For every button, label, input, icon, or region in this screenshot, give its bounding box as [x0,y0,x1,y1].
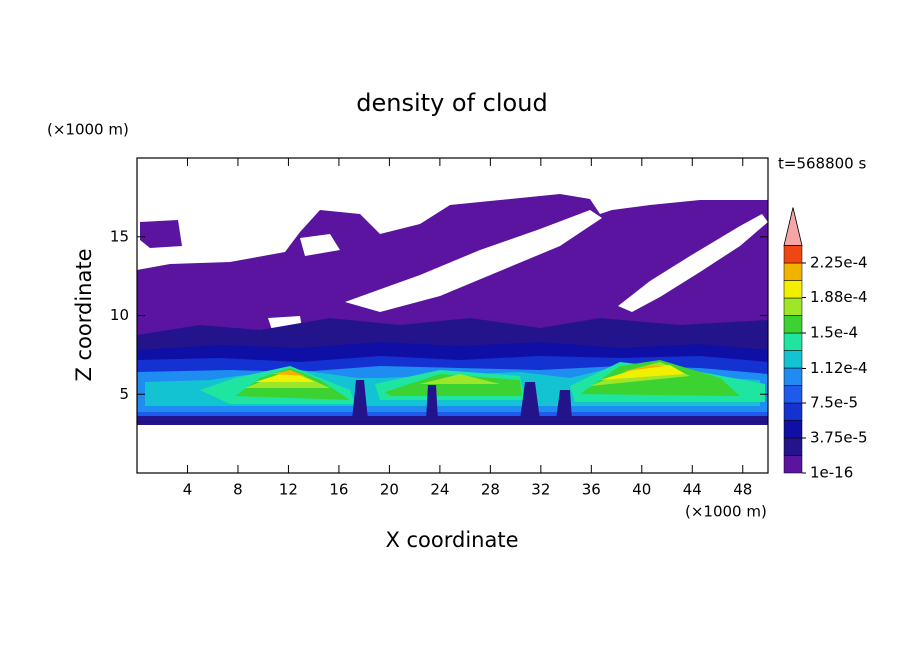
x-tick-label: 32 [531,481,550,499]
colorbar-band [783,437,803,456]
contour-region [385,374,522,396]
colorbar-band [783,245,803,264]
x-axis-label: X coordinate [385,528,518,552]
x-tick-label: 40 [632,481,651,499]
x-tick-label: 44 [683,481,702,499]
contour-region [272,370,305,376]
colorbar-band [783,262,803,281]
cloud-gap [618,214,768,312]
y-unit: (×1000 m) [47,121,129,139]
y-axis-label: Z coordinate [72,248,96,381]
x-tick-label: 48 [733,481,752,499]
colorbar-label: 2.25e-4 [810,254,868,272]
x-tick-label: 4 [183,481,193,499]
contour-region [520,382,540,420]
colorbar-band [783,315,803,334]
contour-region [255,371,315,382]
contour-region [140,220,182,248]
x-unit: (×1000 m) [685,503,767,521]
colorbar-label: 1.12e-4 [810,359,868,377]
contour-region [620,366,665,372]
colorbar-band [783,280,803,299]
x-tick-label: 24 [430,481,449,499]
x-tick-label: 20 [380,481,399,499]
y-tick-label: 15 [110,227,129,245]
contour-region [420,374,500,384]
colorbar-label: 7.5e-5 [810,394,858,412]
contour-region [426,385,438,420]
chart-title: density of cloud [356,89,547,117]
colorbar-band [783,455,803,474]
colorbar-band [783,367,803,386]
colorbar-extension [783,207,803,246]
x-tick-label: 16 [329,481,348,499]
x-tick-label: 12 [279,481,298,499]
colorbar-band [783,332,803,351]
contour-region [600,365,685,380]
contour-region [137,412,768,416]
colorbar-band [783,402,803,421]
contour-region [352,380,368,420]
x-tick-label: 8 [233,481,243,499]
colorbar-band [783,350,803,369]
colorbar-band [783,385,803,404]
colorbar-label: 1e-16 [810,464,853,482]
contour-region [556,390,572,420]
y-tick-label: 10 [110,306,129,324]
colorbar-label: 1.5e-4 [810,324,858,342]
cloud-gap [345,210,602,312]
colorbar-label: 3.75e-5 [810,429,868,447]
y-tick-label: 5 [119,385,129,403]
contour-region [137,416,768,421]
time-label: t=568800 s [778,155,866,173]
x-tick-label: 28 [481,481,500,499]
x-tick-label: 36 [582,481,601,499]
colorbar-band [783,420,803,439]
colorbar-band [783,297,803,316]
colorbar-label: 1.88e-4 [810,288,868,306]
cloud-gap [300,234,340,256]
contour-field [137,194,768,425]
